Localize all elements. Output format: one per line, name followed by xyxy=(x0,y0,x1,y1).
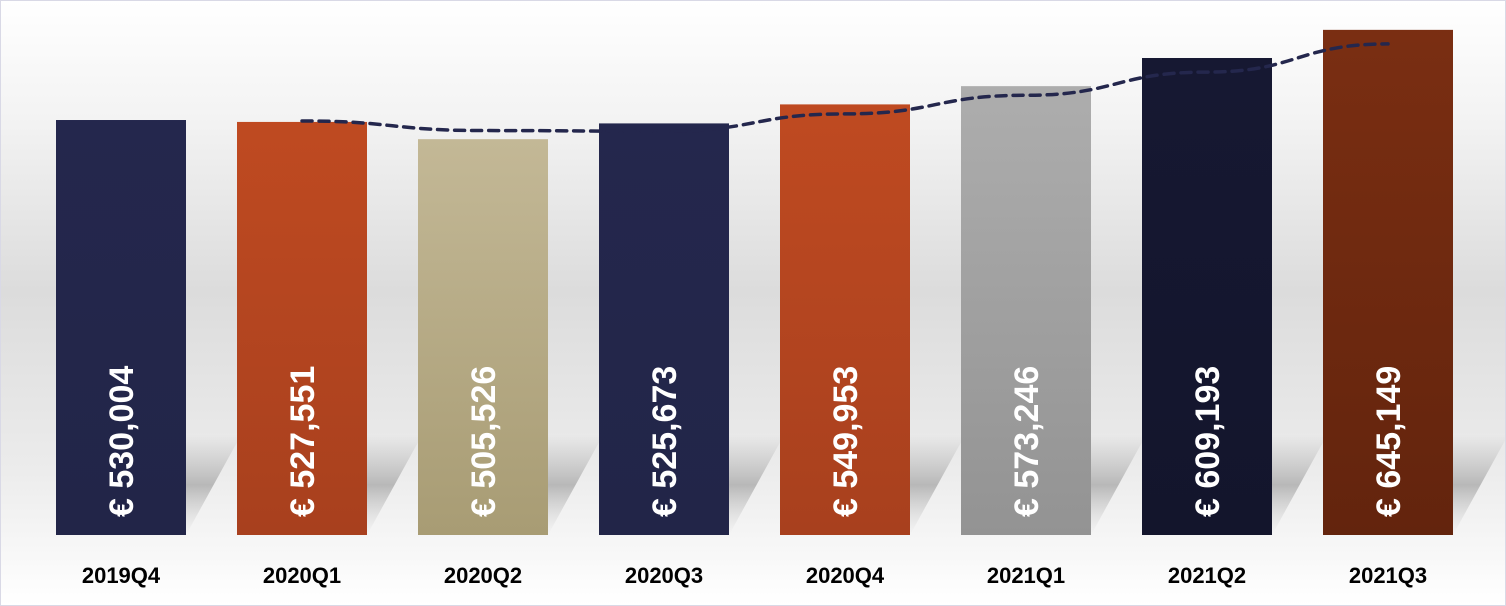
category-labels-layer: 2019Q4 2020Q1 2020Q2 2020Q3 2020Q4 2021Q1 2021… xyxy=(82,563,1427,588)
category-label: 2021Q3 xyxy=(1349,563,1427,588)
category-label: 2021Q2 xyxy=(1168,563,1246,588)
trendline xyxy=(300,42,1390,134)
bar-2020q3 xyxy=(599,123,729,536)
bars-layer xyxy=(56,29,1453,536)
bar-value-label: € 525,673 xyxy=(646,366,684,517)
category-label: 2021Q1 xyxy=(987,563,1065,588)
bar-2019q4 xyxy=(56,120,186,535)
bar-value-label: € 645,149 xyxy=(1370,366,1408,517)
value-labels-layer: € 530,004 € 527,551 € 505,526 € 525,673 € 54… xyxy=(103,366,1408,517)
trendline-layer xyxy=(300,42,1390,134)
category-label: 2020Q2 xyxy=(444,563,522,588)
bar-2020q4 xyxy=(780,104,910,536)
category-label: 2019Q4 xyxy=(82,563,161,588)
category-label: 2020Q3 xyxy=(625,563,703,588)
bar-value-label: € 527,551 xyxy=(284,366,322,517)
bar-value-label: € 505,526 xyxy=(465,366,503,517)
bar-value-label: € 573,246 xyxy=(1008,366,1046,517)
bar-value-label: € 549,953 xyxy=(827,366,865,517)
bar-2021q2 xyxy=(1142,58,1272,536)
bar-2020q1 xyxy=(237,121,367,536)
category-label: 2020Q4 xyxy=(806,563,885,588)
bar-2020q2 xyxy=(418,139,548,535)
bar-value-label: € 530,004 xyxy=(103,366,141,517)
category-label: 2020Q1 xyxy=(263,563,341,588)
bar-value-label: € 609,193 xyxy=(1189,366,1227,517)
bar-2021q3 xyxy=(1323,29,1453,536)
bar-2021q1 xyxy=(961,86,1091,535)
